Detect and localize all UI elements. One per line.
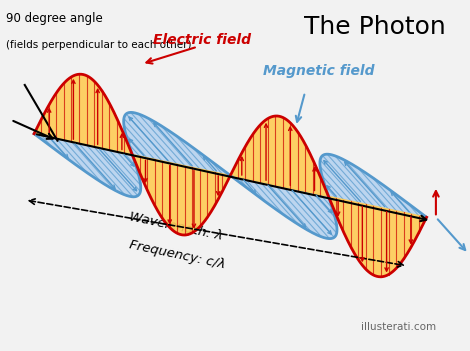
Polygon shape bbox=[320, 154, 427, 217]
Polygon shape bbox=[231, 116, 328, 196]
Text: Magnetic field: Magnetic field bbox=[263, 64, 375, 78]
Text: Electric field: Electric field bbox=[153, 33, 251, 47]
Text: Wavelength: λ: Wavelength: λ bbox=[127, 210, 223, 243]
Text: The Photon: The Photon bbox=[304, 15, 446, 39]
Polygon shape bbox=[34, 74, 132, 154]
Text: illusterati.com: illusterati.com bbox=[361, 322, 436, 332]
Polygon shape bbox=[34, 134, 141, 197]
Text: Frequency: c/λ: Frequency: c/λ bbox=[127, 238, 226, 271]
Polygon shape bbox=[329, 197, 427, 277]
Polygon shape bbox=[231, 176, 337, 239]
Text: 90 degree angle: 90 degree angle bbox=[6, 12, 103, 25]
Polygon shape bbox=[133, 155, 230, 235]
Text: (fields perpendicular to each other): (fields perpendicular to each other) bbox=[6, 40, 192, 50]
Polygon shape bbox=[124, 112, 230, 176]
